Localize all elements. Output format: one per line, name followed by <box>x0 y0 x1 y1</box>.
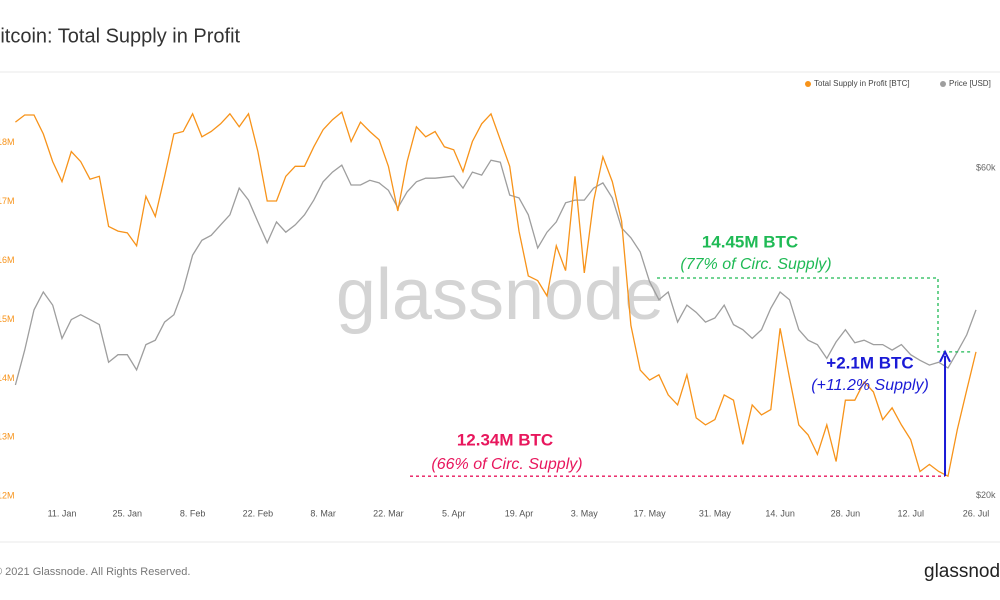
x-tick-label: 3. May <box>571 508 599 518</box>
x-tick-label: 22. Feb <box>243 508 274 518</box>
annotation-title: 12.34M BTC <box>457 430 553 449</box>
annotation-subtitle: (66% of Circ. Supply) <box>431 456 582 473</box>
series-line <box>14 159 977 386</box>
x-tick-label: 12. Jul <box>897 508 924 518</box>
legend-label: Total Supply in Profit [BTC] <box>814 79 910 88</box>
x-tick-label: 17. May <box>634 508 667 518</box>
legend-swatch <box>805 81 811 87</box>
y-tick-label: 12M <box>0 491 15 501</box>
x-tick-label: 11. Jan <box>48 508 77 518</box>
y-tick-label: 14M <box>0 373 15 383</box>
x-tick-label: 26. Jul <box>963 508 990 518</box>
x-tick-label: 14. Jun <box>765 508 795 518</box>
annotation-subtitle: (77% of Circ. Supply) <box>680 256 831 273</box>
chart-title: Bitcoin: Total Supply in Profit <box>0 25 241 47</box>
y-tick-label: 15M <box>0 314 15 324</box>
x-tick-label: 8. Feb <box>180 508 206 518</box>
y2-tick-label: $60k <box>976 162 996 172</box>
y2-tick-label: $20k <box>976 490 996 500</box>
legend-swatch <box>940 81 946 87</box>
brand: glassnode <box>924 561 1000 582</box>
x-tick-label: 8. Mar <box>310 508 336 518</box>
x-tick-label: 25. Jan <box>113 508 143 518</box>
watermark: glassnode <box>336 255 664 335</box>
x-tick-label: 19. Apr <box>505 508 534 518</box>
annotation-title: +2.1M BTC <box>826 353 913 372</box>
x-tick-label: 5. Apr <box>442 508 466 518</box>
x-tick-label: 22. Mar <box>373 508 404 518</box>
x-tick-label: 31. May <box>699 508 732 518</box>
legend-label: Price [USD] <box>949 79 991 88</box>
arrow-head <box>939 349 951 363</box>
footer: © 2021 Glassnode. All Rights Reserved. <box>0 566 190 578</box>
x-tick-label: 28. Jun <box>831 508 861 518</box>
annotation-title: 14.45M BTC <box>702 232 798 251</box>
y-tick-label: 16M <box>0 255 15 265</box>
y-tick-label: 13M <box>0 432 15 442</box>
annotation-line <box>657 277 972 353</box>
annotation-subtitle: (+11.2% Supply) <box>811 377 929 394</box>
series-line <box>15 110 977 478</box>
y-tick-label: 18M <box>0 137 15 147</box>
y-tick-label: 17M <box>0 196 15 206</box>
